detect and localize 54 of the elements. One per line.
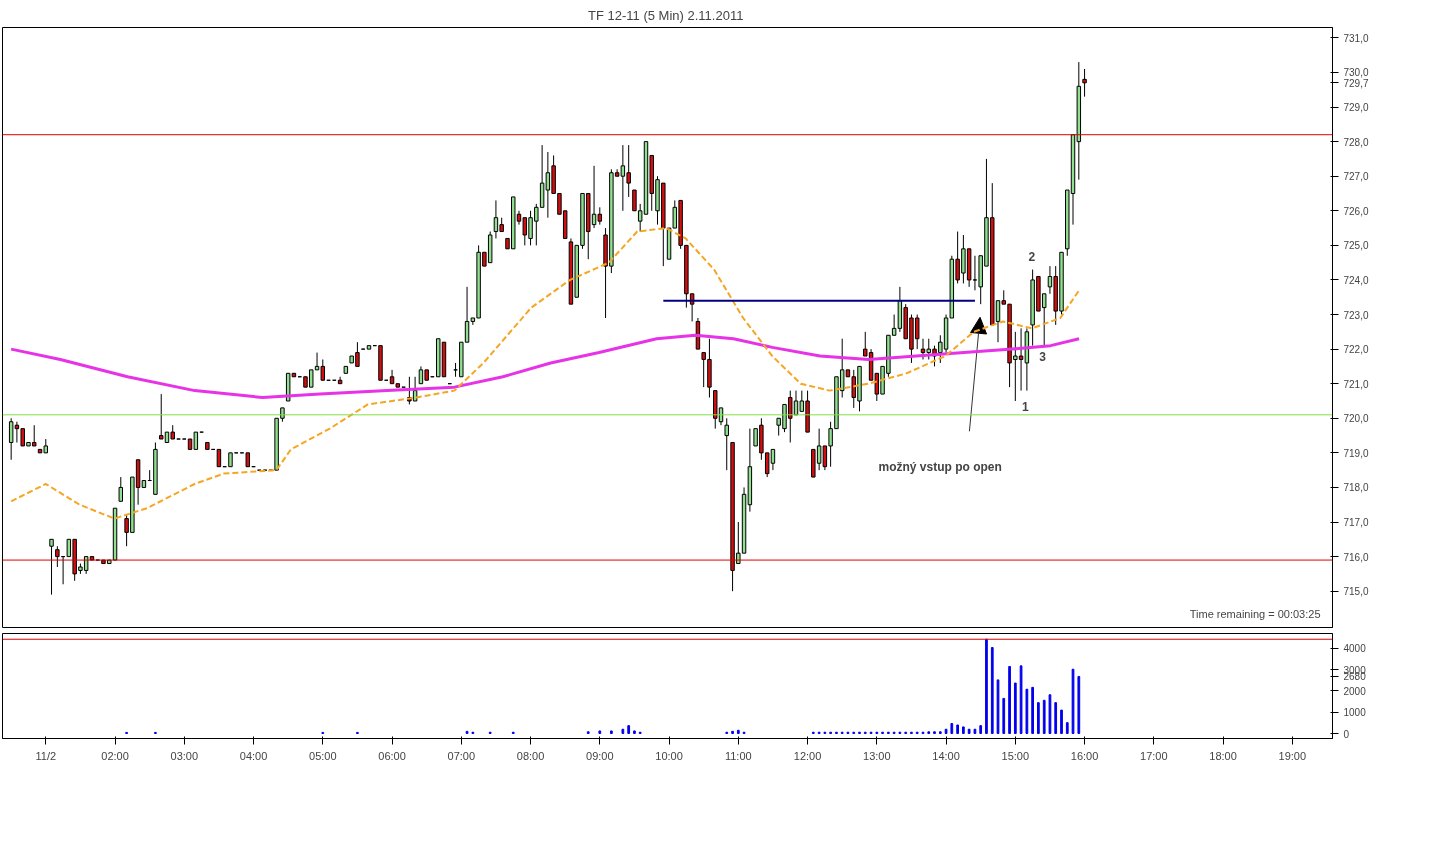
x-tick-label: 07:00 xyxy=(447,749,476,762)
annotation: 2 xyxy=(1028,250,1036,265)
y-tick-label: 727,0 xyxy=(1343,171,1369,183)
y-tick-label: 715,0 xyxy=(1343,586,1369,598)
y-tick-label: 719,0 xyxy=(1343,447,1369,459)
line-series xyxy=(9,333,1081,400)
y-tick-label: 723,0 xyxy=(1343,309,1369,321)
x-tick-label: 15:00 xyxy=(1001,749,1030,762)
y-tick-label: 2000 xyxy=(1343,685,1367,697)
y-tick-label: 726,0 xyxy=(1343,205,1369,217)
y-tick-label: 720,0 xyxy=(1343,413,1369,425)
annotation: 3 xyxy=(1039,349,1047,364)
y-tick-label: 718,0 xyxy=(1343,482,1369,494)
y-tick-label: 717,0 xyxy=(1343,517,1369,529)
y-tick-label: 729,0 xyxy=(1343,102,1369,114)
x-tick-label: 05:00 xyxy=(309,749,337,762)
y-tick-label: 728,0 xyxy=(1343,136,1369,148)
y-tick-label: 4000 xyxy=(1343,643,1367,655)
y-tick-label: 725,0 xyxy=(1343,240,1369,252)
x-tick-label: 14:00 xyxy=(932,749,960,762)
y-tick-label: 724,0 xyxy=(1343,274,1369,286)
y-tick-label: 730,0 xyxy=(1343,67,1369,79)
x-tick-label: 02:00 xyxy=(101,749,129,762)
chart-title: TF 12-11 (5 Min) 2.11.2011 xyxy=(588,7,744,23)
x-tick-label: 12:00 xyxy=(793,749,822,762)
annotation: Time remaining = 00:03:25 xyxy=(1189,607,1321,620)
x-tick-label: 06:00 xyxy=(378,749,406,762)
x-tick-label: 10:00 xyxy=(655,749,683,762)
x-tick-label: 11/2 xyxy=(35,749,57,762)
line-series xyxy=(10,227,1081,520)
x-tick-label: 16:00 xyxy=(1070,749,1099,762)
x-tick-label: 17:00 xyxy=(1140,749,1168,762)
y-tick-label: 2680 xyxy=(1343,671,1367,683)
candlestick xyxy=(118,476,124,502)
x-tick-label: 13:00 xyxy=(863,749,891,762)
x-tick-label: 11:00 xyxy=(724,749,752,762)
candlestick xyxy=(49,538,54,596)
candlestick xyxy=(1082,68,1087,98)
y-tick-label: 722,0 xyxy=(1343,344,1369,356)
annotation: možný vstup po open xyxy=(878,459,1002,474)
y-tick-label: 0 xyxy=(1343,728,1350,740)
annotation: 1 xyxy=(1021,399,1029,414)
x-tick-label: 08:00 xyxy=(516,749,545,762)
candlestick xyxy=(724,417,729,471)
x-tick-label: 04:00 xyxy=(239,749,268,762)
x-tick-label: 03:00 xyxy=(170,749,199,762)
y-tick-label: 1000 xyxy=(1343,707,1367,719)
y-tick-label: 721,0 xyxy=(1343,378,1369,390)
y-tick-label: 729,7 xyxy=(1343,77,1369,89)
x-tick-label: 09:00 xyxy=(586,749,614,762)
x-tick-label: 19:00 xyxy=(1278,749,1307,762)
y-tick-label: 716,0 xyxy=(1343,551,1369,563)
y-tick-label: 731,0 xyxy=(1343,32,1369,44)
x-tick-label: 18:00 xyxy=(1209,749,1237,762)
